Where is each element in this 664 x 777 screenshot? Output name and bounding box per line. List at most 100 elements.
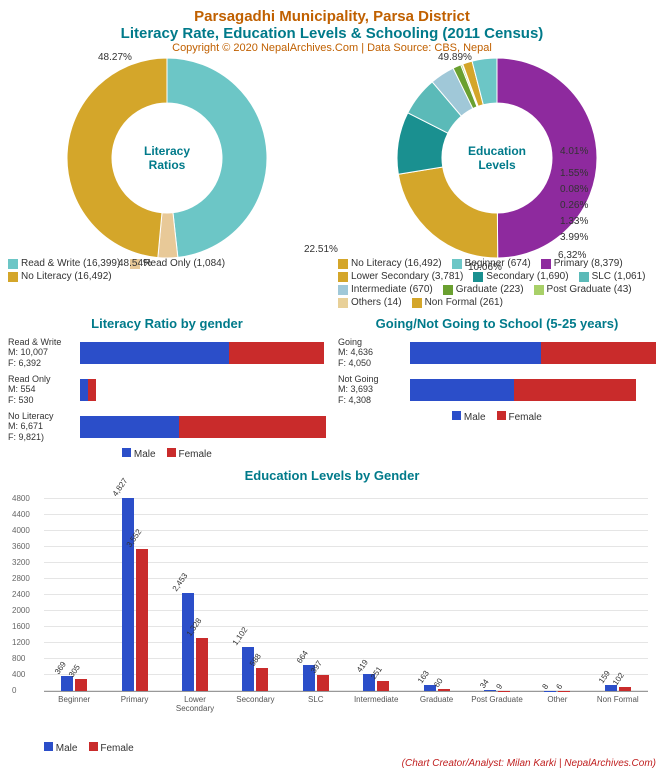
vbar-category: Primary	[105, 695, 165, 704]
hbar-female	[88, 379, 96, 401]
vbar-male: 4,827	[122, 498, 134, 691]
legend-swatch	[338, 285, 348, 295]
legend-swatch	[412, 298, 422, 308]
legend-swatch	[541, 259, 551, 269]
legend-item: Read & Write (16,399)	[8, 258, 120, 269]
legend-swatch	[8, 259, 18, 269]
legend-male-female: Male Female	[8, 448, 326, 460]
hbar-row: No LiteracyM: 6,671F: 9,821)	[8, 411, 326, 442]
label-female: Female	[509, 412, 542, 423]
hbar-schooling: Going/Not Going to School (5-25 years) G…	[338, 308, 656, 460]
legend-male-female: Male Female	[44, 742, 656, 754]
hbar-male	[80, 342, 229, 364]
donut-education-levels: EducationLevels49.89%22.51%10.06%6.32%3.…	[338, 58, 656, 308]
vbar-category: Post Graduate	[467, 695, 527, 704]
legend-swatch	[338, 259, 348, 269]
donut-center-label: LiteracyRatios	[144, 144, 190, 172]
label-female: Female	[100, 743, 133, 754]
vbar-female: 305	[75, 679, 87, 691]
vbar-female: 3,552	[136, 549, 148, 691]
ytick: 2000	[12, 606, 30, 615]
donut-literacy-ratios: LiteracyRatios48.27%3.19%48.54% Read & W…	[8, 58, 326, 308]
hbar-row: GoingM: 4,636F: 4,050	[338, 337, 656, 368]
vbar-group: 664 397 SLC	[286, 665, 346, 692]
vbar-category: Secondary	[225, 695, 285, 704]
slice-label: 49.89%	[438, 52, 472, 63]
hbar-track	[80, 342, 326, 364]
label-female: Female	[179, 449, 212, 460]
legend-swatch	[8, 272, 18, 282]
legend-swatch	[338, 272, 348, 282]
hbar-female	[179, 416, 325, 438]
slice-label: 3.99%	[560, 232, 588, 243]
vbar-title: Education Levels by Gender	[8, 468, 656, 483]
ytick: 4000	[12, 526, 30, 535]
vbar-group: 4,827 3,552 Primary	[104, 498, 164, 691]
label-male: Male	[464, 412, 486, 423]
vbar-education-gender: 0400800120016002000240028003200360040004…	[44, 491, 648, 692]
vbar-value: 159	[597, 669, 612, 685]
ytick: 400	[12, 670, 25, 679]
legend-item: Non Formal (261)	[412, 297, 503, 308]
legend-label: Lower Secondary (3,781)	[351, 271, 463, 282]
hbar-row: Read OnlyM: 554F: 530	[8, 374, 326, 405]
vbar-value: 2,453	[171, 571, 190, 593]
legend-label: Graduate (223)	[456, 284, 524, 295]
legend-swatch	[534, 285, 544, 295]
slice-label: 22.51%	[304, 244, 338, 255]
legend-label: SLC (1,061)	[592, 271, 646, 282]
hbar-label: Not GoingM: 3,693F: 4,308	[338, 374, 410, 405]
page-title: Parsagadhi Municipality, Parsa District	[8, 8, 656, 25]
vbar-value: 419	[355, 658, 370, 674]
slice-label: 0.08%	[560, 184, 588, 195]
ytick: 1600	[12, 622, 30, 631]
hbar-row: Not GoingM: 3,693F: 4,308	[338, 374, 656, 405]
legend-label: Read & Write (16,399)	[21, 258, 120, 269]
legend-label: No Literacy (16,492)	[351, 258, 442, 269]
vbar-value: 664	[295, 648, 310, 664]
vbar-male: 34	[484, 690, 496, 691]
credit-line: (Chart Creator/Analyst: Milan Karki | Ne…	[8, 758, 656, 769]
page-subtitle: Literacy Rate, Education Levels & School…	[8, 25, 656, 42]
hbar-female	[229, 342, 324, 364]
slice-label: 0.26%	[560, 200, 588, 211]
hbar-female	[514, 379, 636, 401]
legend-male-female: Male Female	[338, 411, 656, 423]
label-male: Male	[134, 449, 156, 460]
swatch-female	[167, 448, 176, 457]
hbar-male	[410, 342, 541, 364]
vbar-category: Intermediate	[346, 695, 406, 704]
hbar-label: No LiteracyM: 6,671F: 9,821)	[8, 411, 80, 442]
ytick: 4800	[12, 494, 30, 503]
vbar-group: 34 9 Post Graduate	[467, 690, 527, 691]
legend-literacy: Read & Write (16,399)Read Only (1,084)No…	[8, 258, 326, 282]
legend-swatch	[579, 272, 589, 282]
legend-item: Graduate (223)	[443, 284, 524, 295]
slice-label: 10.06%	[468, 262, 502, 273]
hbar-label: Read & WriteM: 10,007F: 6,392	[8, 337, 80, 368]
ytick: 3200	[12, 558, 30, 567]
hbar1-title: Literacy Ratio by gender	[8, 316, 326, 331]
slice-label: 1.33%	[560, 216, 588, 227]
hbar-literacy-gender: Literacy Ratio by gender Read & WriteM: …	[8, 308, 326, 460]
vbar-category: Graduate	[407, 695, 467, 704]
swatch-male	[44, 742, 53, 751]
vbar-male: 2,453	[182, 593, 194, 691]
legend-item: No Literacy (16,492)	[338, 258, 442, 269]
swatch-female	[89, 742, 98, 751]
swatch-male	[122, 448, 131, 457]
vbar-category: Non Formal	[588, 695, 648, 704]
vbar-group: 369 305 Beginner	[44, 676, 104, 691]
legend-label: Non Formal (261)	[425, 297, 503, 308]
vbar-female: 102	[619, 687, 631, 691]
legend-swatch	[473, 272, 483, 282]
vbar-group: 419 251 Intermediate	[346, 674, 406, 691]
legend-swatch	[338, 298, 348, 308]
vbar-group: 159 102 Non Formal	[588, 685, 648, 691]
legend-label: No Literacy (16,492)	[21, 271, 112, 282]
legend-swatch	[452, 259, 462, 269]
ytick: 800	[12, 654, 25, 663]
hbar-male	[80, 379, 88, 401]
legend-label: Post Graduate (43)	[547, 284, 632, 295]
legend-item: No Literacy (16,492)	[8, 271, 112, 282]
